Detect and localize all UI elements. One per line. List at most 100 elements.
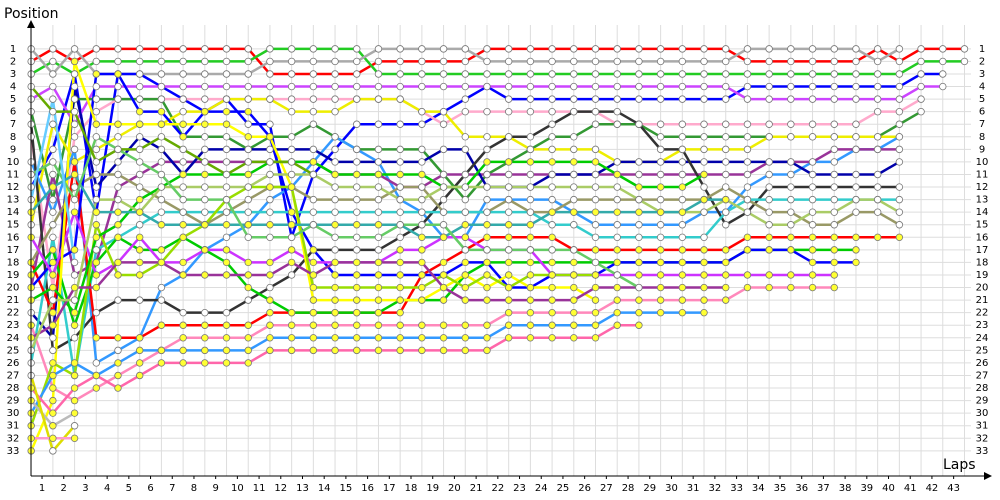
position-marker [743,57,752,66]
position-marker [114,183,122,191]
position-marker [418,321,426,329]
x-tick-label: 8 [191,483,197,494]
position-marker [418,45,426,53]
position-marker [92,221,100,229]
position-marker [201,308,209,317]
position-marker [157,346,166,355]
position-marker [157,283,166,292]
position-marker [353,283,361,292]
x-tick-label: 18 [405,483,418,494]
position-marker [418,82,426,91]
position-marker [266,57,274,66]
position-marker [331,221,339,229]
position-marker [114,95,122,103]
position-marker [70,133,79,141]
position-marker [722,271,730,279]
position-marker [201,145,209,154]
position-marker [613,308,621,317]
position-marker [787,158,795,166]
x-tick-label: 38 [839,483,852,494]
y-tick-label-right: 6 [979,107,985,118]
position-marker [830,145,838,154]
position-marker [222,95,231,103]
position-marker [374,334,383,342]
position-marker [570,321,578,329]
position-marker [591,308,600,317]
position-marker [157,57,166,66]
position-marker [591,334,600,342]
position-marker [439,283,448,292]
position-marker [526,221,535,229]
position-marker [179,221,187,229]
position-marker [396,321,404,329]
position-marker [396,82,404,91]
y-tick-label-right: 20 [976,283,989,294]
position-marker [678,158,687,166]
position-marker [266,95,274,103]
position-marker [504,283,513,292]
position-marker [179,308,187,317]
position-marker [114,158,122,166]
position-marker [570,145,578,154]
position-marker [591,195,600,204]
position-marker [743,133,752,141]
position-marker [287,45,296,53]
position-marker [743,45,752,53]
position-marker [222,120,231,128]
position-marker [526,308,535,317]
position-marker [808,70,817,78]
position-marker [70,120,79,128]
position-marker [483,334,491,342]
position-marker [722,246,730,254]
position-marker [331,133,339,141]
position-marker [179,133,187,141]
position-marker [787,246,795,254]
position-marker [570,283,578,292]
position-marker [700,183,708,191]
position-marker [353,70,361,78]
position-marker [222,107,231,116]
position-marker [309,82,318,91]
position-marker [287,246,296,254]
position-marker [309,346,318,355]
position-marker [70,158,79,166]
position-marker [157,359,166,367]
position-marker [526,95,535,103]
x-tick-label: 22 [491,483,504,494]
position-marker [396,346,404,355]
position-marker [244,271,252,279]
position-marker [309,120,318,128]
position-marker [656,183,665,191]
position-marker [179,158,187,166]
position-marker [114,334,122,342]
y-tick-label: 18 [7,257,20,268]
position-marker [504,246,513,254]
position-marker [678,120,687,128]
position-marker [179,321,187,329]
position-marker [157,82,166,91]
position-marker [287,258,296,267]
position-marker [700,82,708,91]
position-marker [331,258,339,267]
position-marker [135,133,144,141]
position-marker [570,308,578,317]
position-marker [266,334,274,342]
position-marker [222,221,231,229]
position-marker [244,346,252,355]
position-marker [830,170,838,179]
position-marker [374,95,383,103]
position-marker [830,221,838,229]
position-marker [873,57,882,66]
position-marker [309,45,318,53]
position-marker [743,195,752,204]
position-marker [70,183,79,191]
position-marker [114,70,122,78]
position-marker [743,208,752,216]
position-marker [309,283,318,292]
position-marker [418,246,426,254]
position-marker [309,271,318,279]
position-marker [808,120,817,128]
position-marker [244,296,252,304]
position-marker [92,233,100,242]
